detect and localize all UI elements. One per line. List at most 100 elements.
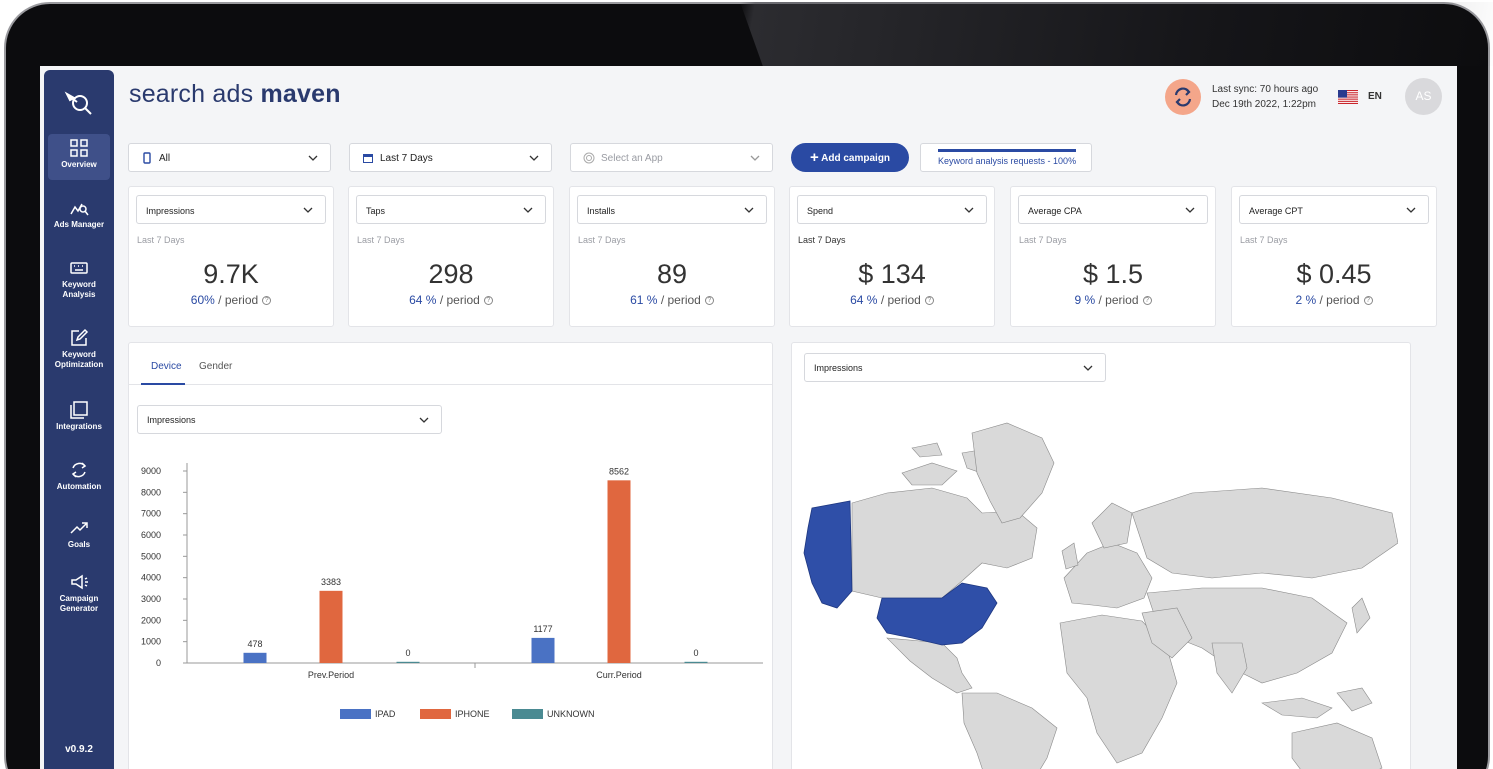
- legend-swatch-ipad: [340, 709, 371, 719]
- edit-icon: [71, 328, 89, 346]
- sidebar-item-automation[interactable]: Automation: [48, 460, 110, 492]
- metric-select[interactable]: Average CPT: [1239, 195, 1429, 224]
- help-icon[interactable]: ?: [704, 296, 714, 306]
- plus-icon: +: [809, 149, 819, 166]
- chevron-down-icon: [419, 417, 429, 423]
- y-tick-label: 0: [156, 658, 161, 668]
- avatar[interactable]: AS: [1405, 78, 1442, 115]
- metric-select-value: Installs: [587, 206, 616, 216]
- legend-label: IPAD: [375, 709, 396, 719]
- bar-iphone: [319, 590, 343, 663]
- sidebar-item-label: Campaign Generator: [59, 594, 99, 613]
- tab-gender[interactable]: Gender: [199, 361, 233, 372]
- sidebar-item-goals[interactable]: Goals: [48, 518, 110, 550]
- metric-percent: 2 %: [1295, 293, 1317, 307]
- sidebar-item-ads-manager[interactable]: Ads Manager: [48, 198, 110, 230]
- keyboard-icon: [70, 262, 88, 274]
- calendar-icon: [363, 154, 373, 163]
- bar-unknown: [396, 661, 420, 663]
- metric-value: $ 1.5: [1082, 259, 1144, 289]
- map-metric-value: Impressions: [814, 363, 863, 373]
- keyword-progress-bar: [938, 149, 1076, 152]
- metric-suffix: / period: [1319, 293, 1360, 307]
- metric-suffix: / period: [218, 293, 259, 307]
- data-label: 0: [693, 648, 698, 658]
- add-campaign-label: Add campaign: [821, 153, 891, 164]
- tab-device[interactable]: Device: [151, 361, 182, 372]
- app-select[interactable]: Select an App: [570, 143, 773, 172]
- megaphone-icon: [71, 574, 88, 590]
- chevron-down-icon: [1406, 207, 1416, 213]
- help-icon[interactable]: ?: [1363, 296, 1373, 306]
- metric-percent: 64 %: [850, 293, 878, 307]
- help-icon[interactable]: ?: [262, 296, 272, 306]
- data-label: 1177: [533, 624, 552, 634]
- sidebar-item-keyword-analysis[interactable]: Keyword Analysis: [48, 258, 110, 300]
- phone-icon: [143, 152, 151, 164]
- keyword-analysis-status[interactable]: Keyword analysis requests - 100%: [920, 143, 1092, 172]
- metric-value: $ 134: [858, 259, 926, 289]
- chevron-down-icon: [308, 155, 318, 161]
- sync-date: Dec 19th 2022, 1:22pm: [1212, 99, 1316, 110]
- sidebar-item-keyword-optimization[interactable]: Keyword Optimization: [48, 328, 110, 370]
- data-label: 8562: [609, 466, 629, 476]
- brand-title: search ads maven: [129, 80, 341, 109]
- metric-period: Last 7 Days: [578, 235, 626, 245]
- map-region-usa: [876, 582, 998, 646]
- bar-iphone: [607, 480, 631, 663]
- metric-card: Average CPT Last 7 Days $ 0.45 2 % / period…: [1231, 186, 1437, 327]
- metric-select-value: Average CPT: [1249, 206, 1303, 216]
- app-screen: Overview Ads Manager Keyword Analysis Ke…: [40, 66, 1457, 769]
- metric-period: Last 7 Days: [1240, 235, 1288, 245]
- metric-select[interactable]: Average CPA: [1018, 195, 1208, 224]
- map-metric-select[interactable]: Impressions: [804, 353, 1106, 382]
- sync-icon: [1174, 87, 1192, 107]
- add-campaign-button[interactable]: + Add campaign: [791, 143, 909, 172]
- sidebar-item-label: Ads Manager: [53, 220, 105, 229]
- help-icon[interactable]: ?: [1142, 296, 1152, 306]
- language-selector[interactable]: EN: [1368, 91, 1382, 102]
- map-region-uk: [1061, 542, 1079, 570]
- date-range-select[interactable]: Last 7 Days: [349, 143, 552, 172]
- metric-delta: 9 % / period?: [1011, 293, 1215, 307]
- metric-select[interactable]: Installs: [577, 195, 767, 224]
- metric-delta: 61 % / period?: [570, 293, 774, 307]
- y-tick-label: 7000: [141, 509, 161, 519]
- metric-percent: 60%: [190, 293, 215, 307]
- bezel-glare: [740, 2, 1493, 66]
- y-tick-label: 9000: [141, 466, 161, 476]
- date-range-value: Last 7 Days: [380, 153, 433, 164]
- metric-suffix: / period: [660, 293, 701, 307]
- metric-percent: 9 %: [1074, 293, 1096, 307]
- device-select[interactable]: All: [128, 143, 331, 172]
- metric-suffix: / period: [439, 293, 480, 307]
- metric-period: Last 7 Days: [1019, 235, 1067, 245]
- metric-card: Average CPA Last 7 Days $ 1.5 9 % / period?: [1010, 186, 1216, 327]
- metric-period: Last 7 Days: [798, 235, 846, 245]
- metric-value: 89: [656, 259, 688, 289]
- us-flag-icon[interactable]: [1338, 90, 1358, 104]
- sync-button[interactable]: [1165, 79, 1201, 115]
- help-icon[interactable]: ?: [924, 296, 934, 306]
- metric-card: Spend Last 7 Days $ 134 64 % / period?: [789, 186, 995, 327]
- sidebar-item-integrations[interactable]: Integrations: [48, 400, 110, 432]
- y-tick-label: 1000: [141, 637, 161, 647]
- data-label: 0: [405, 648, 410, 658]
- metric-value: $ 0.45: [1296, 259, 1372, 289]
- metric-select[interactable]: Taps: [356, 195, 546, 224]
- metric-select-value: Impressions: [146, 206, 195, 216]
- legend-label: IPHONE: [455, 709, 490, 719]
- help-icon[interactable]: ?: [483, 296, 493, 306]
- metric-select[interactable]: Impressions: [136, 195, 326, 224]
- metric-value: 9.7K: [203, 259, 259, 289]
- sidebar-item-campaign-generator[interactable]: Campaign Generator: [48, 572, 110, 614]
- map-region-south-america: [961, 692, 1058, 769]
- metric-suffix: / period: [880, 293, 921, 307]
- map-region-africa: [1059, 614, 1178, 764]
- sidebar-item-overview[interactable]: Overview: [48, 134, 110, 180]
- app-logo-icon[interactable]: [63, 86, 95, 118]
- metric-select[interactable]: Spend: [797, 195, 987, 224]
- y-tick-label: 8000: [141, 487, 161, 497]
- device-metric-select[interactable]: Impressions: [137, 405, 442, 434]
- device-metric-value: Impressions: [147, 415, 196, 425]
